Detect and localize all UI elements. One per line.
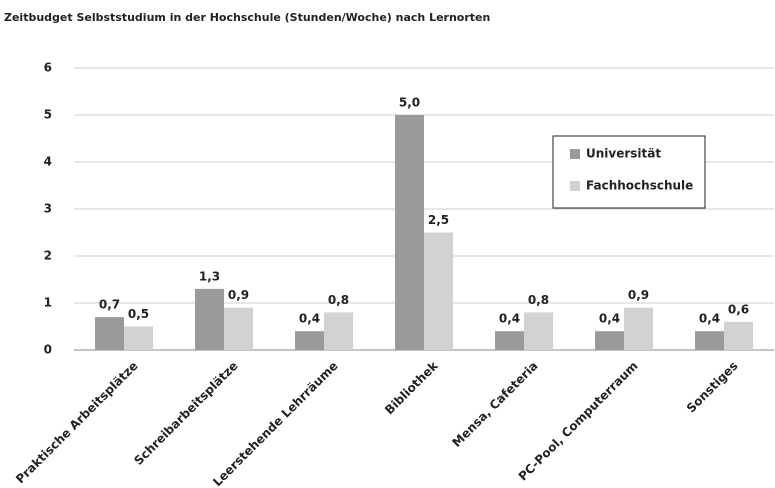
value-label: 0,4 [499, 312, 520, 326]
y-tick-label: 0 [44, 343, 52, 357]
bar [195, 288, 224, 350]
bar [224, 307, 253, 350]
value-label: 0,9 [228, 288, 249, 302]
value-label: 1,3 [199, 269, 220, 283]
value-label: 0,9 [628, 288, 649, 302]
value-label: 0,4 [599, 312, 620, 326]
x-tick-label: Schreibarbeitsplätze [131, 359, 240, 468]
value-label: 0,4 [299, 312, 320, 326]
legend-label: Universität [586, 147, 661, 161]
bar [124, 326, 153, 350]
chart-title: Zeitbudget Selbststudium in der Hochschu… [4, 11, 490, 24]
bar [424, 232, 453, 350]
value-label: 2,5 [428, 213, 449, 227]
y-tick-label: 5 [44, 108, 52, 122]
legend-box [552, 135, 706, 209]
bar [524, 312, 553, 350]
legend-label: Fachhochschule [586, 179, 693, 193]
bar [695, 331, 724, 350]
value-label: 0,8 [528, 293, 549, 307]
x-tick-label: Bibliothek [382, 358, 441, 417]
x-tick-label: Sonstiges [684, 359, 741, 416]
bar [324, 312, 353, 350]
bar [724, 321, 753, 350]
value-label: 5,0 [399, 96, 420, 110]
y-tick-label: 3 [44, 202, 52, 216]
bar [295, 331, 324, 350]
bar [624, 307, 653, 350]
x-tick-label: Praktische Arbeitsplätze [13, 359, 141, 487]
value-label: 0,8 [328, 293, 349, 307]
value-label: 0,4 [699, 312, 720, 326]
x-tick-label: Mensa, Cafeteria [449, 359, 540, 450]
legend: Universität Fachhochschule [552, 135, 706, 209]
legend-swatch [570, 181, 580, 191]
value-label: 0,6 [728, 302, 749, 316]
bar [95, 317, 124, 350]
x-tick-label: PC-Pool, Computerraum [516, 359, 641, 484]
bar [395, 115, 424, 350]
bar [495, 331, 524, 350]
y-tick-label: 6 [44, 61, 52, 75]
value-label: 0,7 [99, 298, 120, 312]
y-tick-label: 1 [44, 296, 52, 310]
value-label: 0,5 [128, 307, 149, 321]
y-tick-label: 4 [44, 155, 52, 169]
y-tick-label: 2 [44, 249, 52, 263]
legend-swatch [570, 149, 580, 159]
bar [595, 331, 624, 350]
